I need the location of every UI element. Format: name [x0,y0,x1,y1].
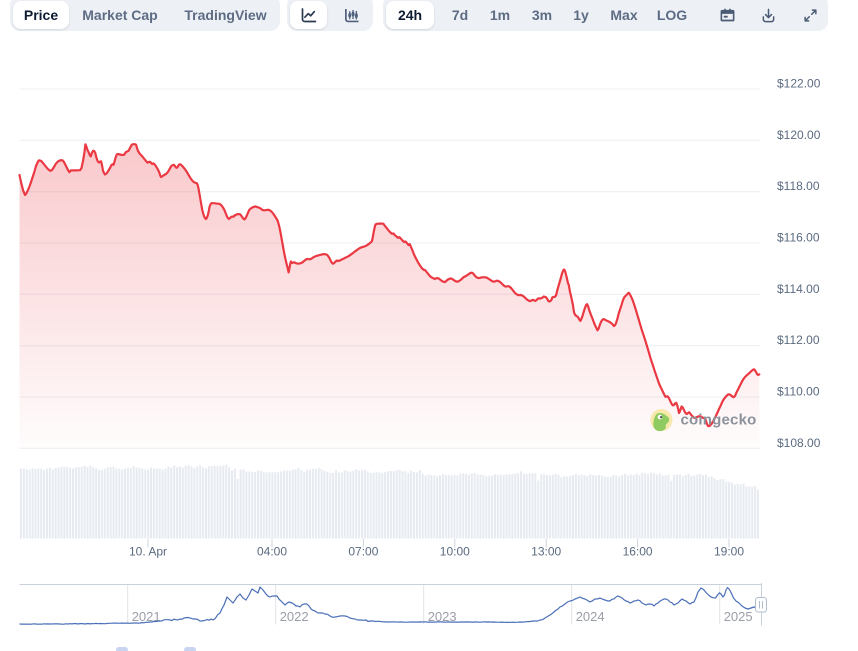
svg-text:$116.00: $116.00 [777,231,820,245]
svg-text:04:00: 04:00 [257,545,287,559]
svg-text:coingecko: coingecko [681,412,757,429]
svg-text:2021: 2021 [132,609,161,624]
svg-text:19:00: 19:00 [714,545,744,559]
svg-text:$118.00: $118.00 [777,179,820,193]
svg-text:10. Apr: 10. Apr [129,545,167,559]
svg-text:16:00: 16:00 [623,545,653,559]
svg-text:2024: 2024 [576,609,605,624]
svg-text:2022: 2022 [280,609,309,624]
svg-text:$120.00: $120.00 [777,128,821,142]
svg-text:$114.00: $114.00 [777,282,820,296]
svg-text:2025: 2025 [724,609,753,624]
svg-text:$110.00: $110.00 [777,385,820,399]
svg-text:07:00: 07:00 [348,545,378,559]
svg-text:10:00: 10:00 [440,545,470,559]
svg-text:$108.00: $108.00 [777,436,821,450]
svg-text:13:00: 13:00 [531,545,561,559]
svg-text:$122.00: $122.00 [777,77,821,91]
svg-text:$112.00: $112.00 [777,333,820,347]
svg-text:2023: 2023 [428,609,457,624]
